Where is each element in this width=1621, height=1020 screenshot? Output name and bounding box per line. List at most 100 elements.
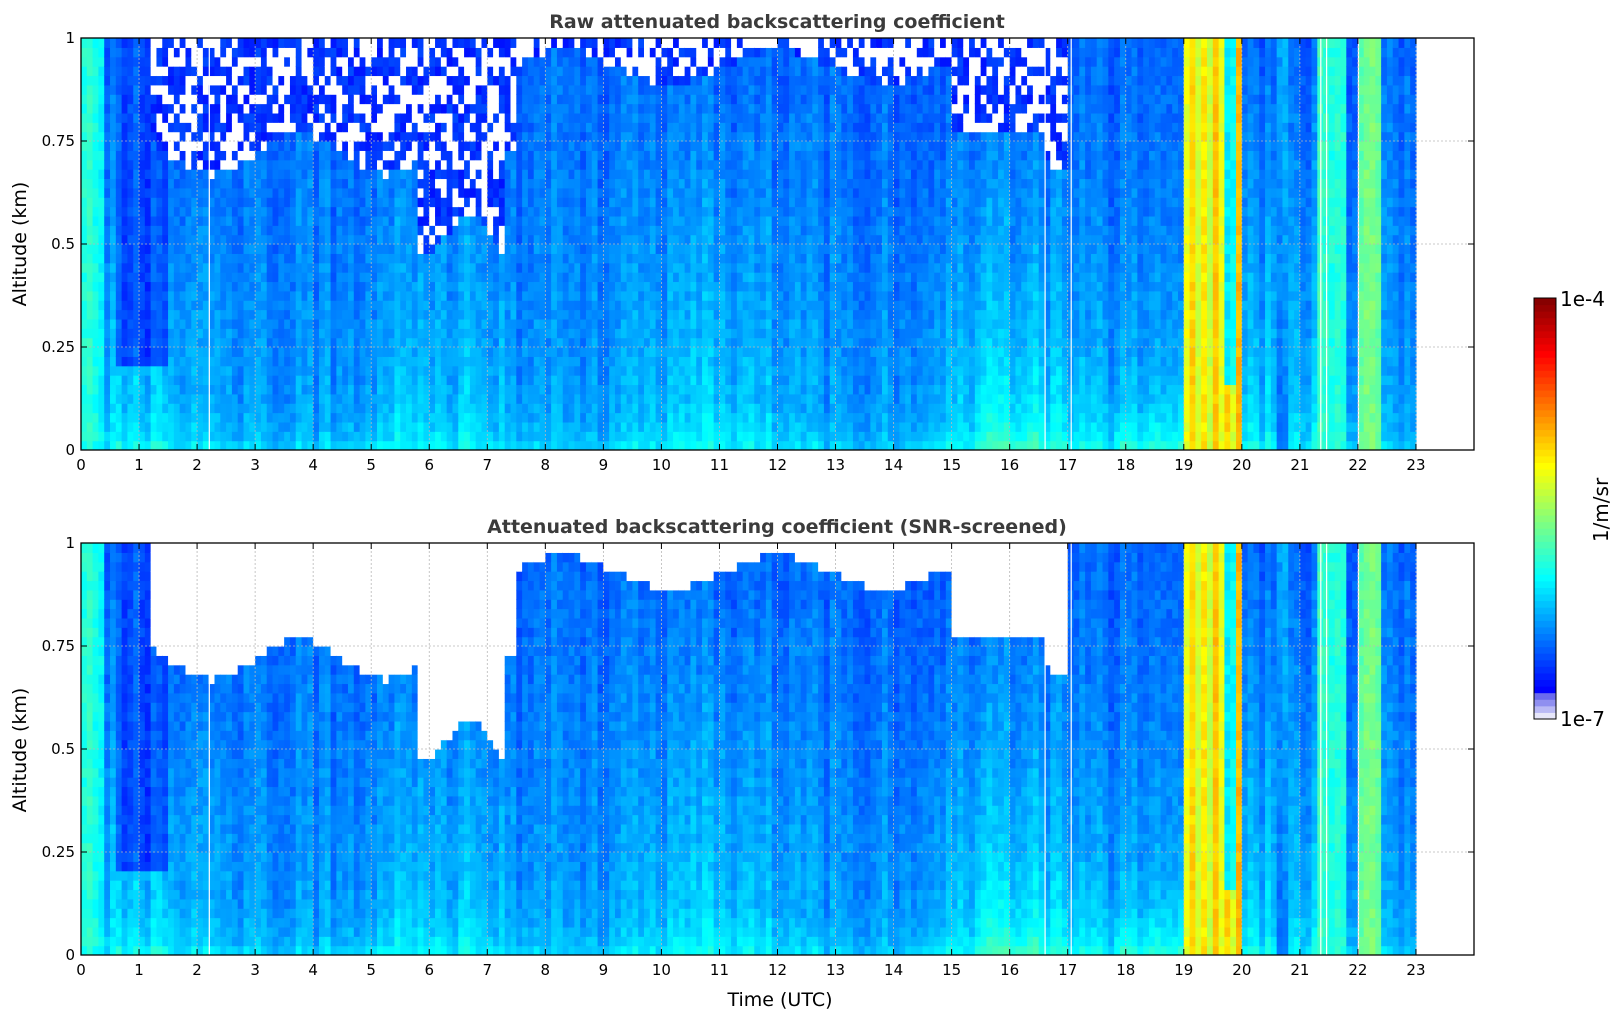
heatmap-cell xyxy=(324,347,332,357)
heatmap-cell xyxy=(144,356,152,367)
heatmap-cell xyxy=(121,131,129,142)
heatmap-cell xyxy=(632,356,639,367)
heatmap-cell xyxy=(295,300,303,311)
heatmap-cell xyxy=(255,206,262,217)
heatmap-cell xyxy=(736,421,744,432)
heatmap-cell xyxy=(382,122,390,133)
heatmap-cell xyxy=(127,75,134,86)
heatmap-cell xyxy=(597,94,604,105)
heatmap-cell xyxy=(522,412,529,423)
heatmap-cell xyxy=(713,94,721,105)
heatmap-cell xyxy=(185,421,192,432)
heatmap-cell xyxy=(562,38,570,48)
heatmap-cell xyxy=(510,94,517,105)
heatmap-cell xyxy=(278,47,285,58)
heatmap-cell xyxy=(202,309,210,320)
heatmap-cell xyxy=(301,384,308,395)
heatmap-cell xyxy=(307,94,314,105)
heatmap-cell xyxy=(284,47,291,58)
heatmap-cell xyxy=(614,244,622,254)
heatmap-cell xyxy=(313,262,320,273)
heatmap-cell xyxy=(382,272,390,283)
heatmap-cell xyxy=(139,262,146,273)
heatmap-cell xyxy=(168,84,175,95)
heatmap-cell xyxy=(551,365,558,376)
heatmap-cell xyxy=(655,131,663,142)
heatmap-cell xyxy=(446,112,454,123)
heatmap-cell xyxy=(382,150,390,161)
heatmap-cell xyxy=(591,393,599,404)
heatmap-cell xyxy=(330,215,337,226)
heatmap-cell xyxy=(377,328,384,339)
heatmap-cell xyxy=(713,272,721,283)
heatmap-cell xyxy=(336,94,343,105)
heatmap-cell xyxy=(551,440,558,450)
heatmap-cell xyxy=(168,412,175,423)
heatmap-cell xyxy=(255,421,262,432)
heatmap-cell xyxy=(318,225,326,236)
heatmap-cell xyxy=(632,262,639,273)
heatmap-cell xyxy=(110,234,117,245)
heatmap-cell xyxy=(731,122,738,133)
heatmap-cell xyxy=(411,94,419,105)
heatmap-cell xyxy=(504,112,512,123)
heatmap-cell xyxy=(713,206,721,217)
heatmap-cell xyxy=(371,403,378,414)
heatmap-cell xyxy=(655,75,663,86)
heatmap-cell xyxy=(400,56,407,67)
heatmap-cell xyxy=(115,403,123,414)
heatmap-cell xyxy=(458,309,465,320)
heatmap-cell xyxy=(144,225,152,236)
heatmap-cell xyxy=(127,234,134,245)
heatmap-cell xyxy=(347,290,355,301)
heatmap-cell xyxy=(260,47,268,58)
heatmap-cell xyxy=(446,431,454,442)
heatmap-cell xyxy=(295,393,303,404)
heatmap-cell xyxy=(365,365,372,376)
heatmap-cell xyxy=(481,131,488,142)
heatmap-cell xyxy=(208,131,216,142)
heatmap-cell xyxy=(81,84,88,95)
heatmap-cell xyxy=(597,403,604,414)
heatmap-cell xyxy=(649,262,657,273)
heatmap-cell xyxy=(208,393,216,404)
heatmap-cell xyxy=(139,309,146,320)
heatmap-cell xyxy=(208,356,216,367)
heatmap-cell xyxy=(179,215,187,226)
heatmap-cell xyxy=(156,440,163,450)
heatmap-cell xyxy=(330,244,337,254)
heatmap-cell xyxy=(545,384,552,395)
heatmap-cell xyxy=(673,337,680,348)
heatmap-cell xyxy=(533,122,541,133)
heatmap-cell xyxy=(284,234,291,245)
heatmap-cell xyxy=(487,75,494,86)
heatmap-cell xyxy=(301,421,308,432)
heatmap-cell xyxy=(527,47,535,58)
heatmap-cell xyxy=(522,328,529,339)
heatmap-cell xyxy=(191,47,198,58)
heatmap-cell xyxy=(231,225,239,236)
heatmap-cell xyxy=(458,300,465,311)
heatmap-cell xyxy=(179,56,187,67)
heatmap-cell xyxy=(411,131,419,142)
heatmap-cell xyxy=(162,187,169,198)
heatmap-cell xyxy=(371,94,378,105)
heatmap-cell xyxy=(307,337,314,348)
heatmap-cell xyxy=(655,365,663,376)
heatmap-cell xyxy=(458,356,465,367)
heatmap-cell xyxy=(139,337,146,348)
heatmap-cell xyxy=(475,272,483,283)
heatmap-cell xyxy=(260,393,268,404)
heatmap-cell xyxy=(226,431,233,442)
heatmap-cell xyxy=(266,309,274,320)
heatmap-cell xyxy=(620,365,628,376)
heatmap-cell xyxy=(301,290,308,301)
heatmap-cell xyxy=(452,375,459,386)
heatmap-cell xyxy=(301,75,308,86)
heatmap-cell xyxy=(690,440,697,450)
heatmap-cell xyxy=(516,103,523,114)
heatmap-cell xyxy=(609,38,616,48)
heatmap-cell xyxy=(336,169,343,180)
heatmap-cell xyxy=(568,290,575,301)
heatmap-cell xyxy=(336,75,343,86)
